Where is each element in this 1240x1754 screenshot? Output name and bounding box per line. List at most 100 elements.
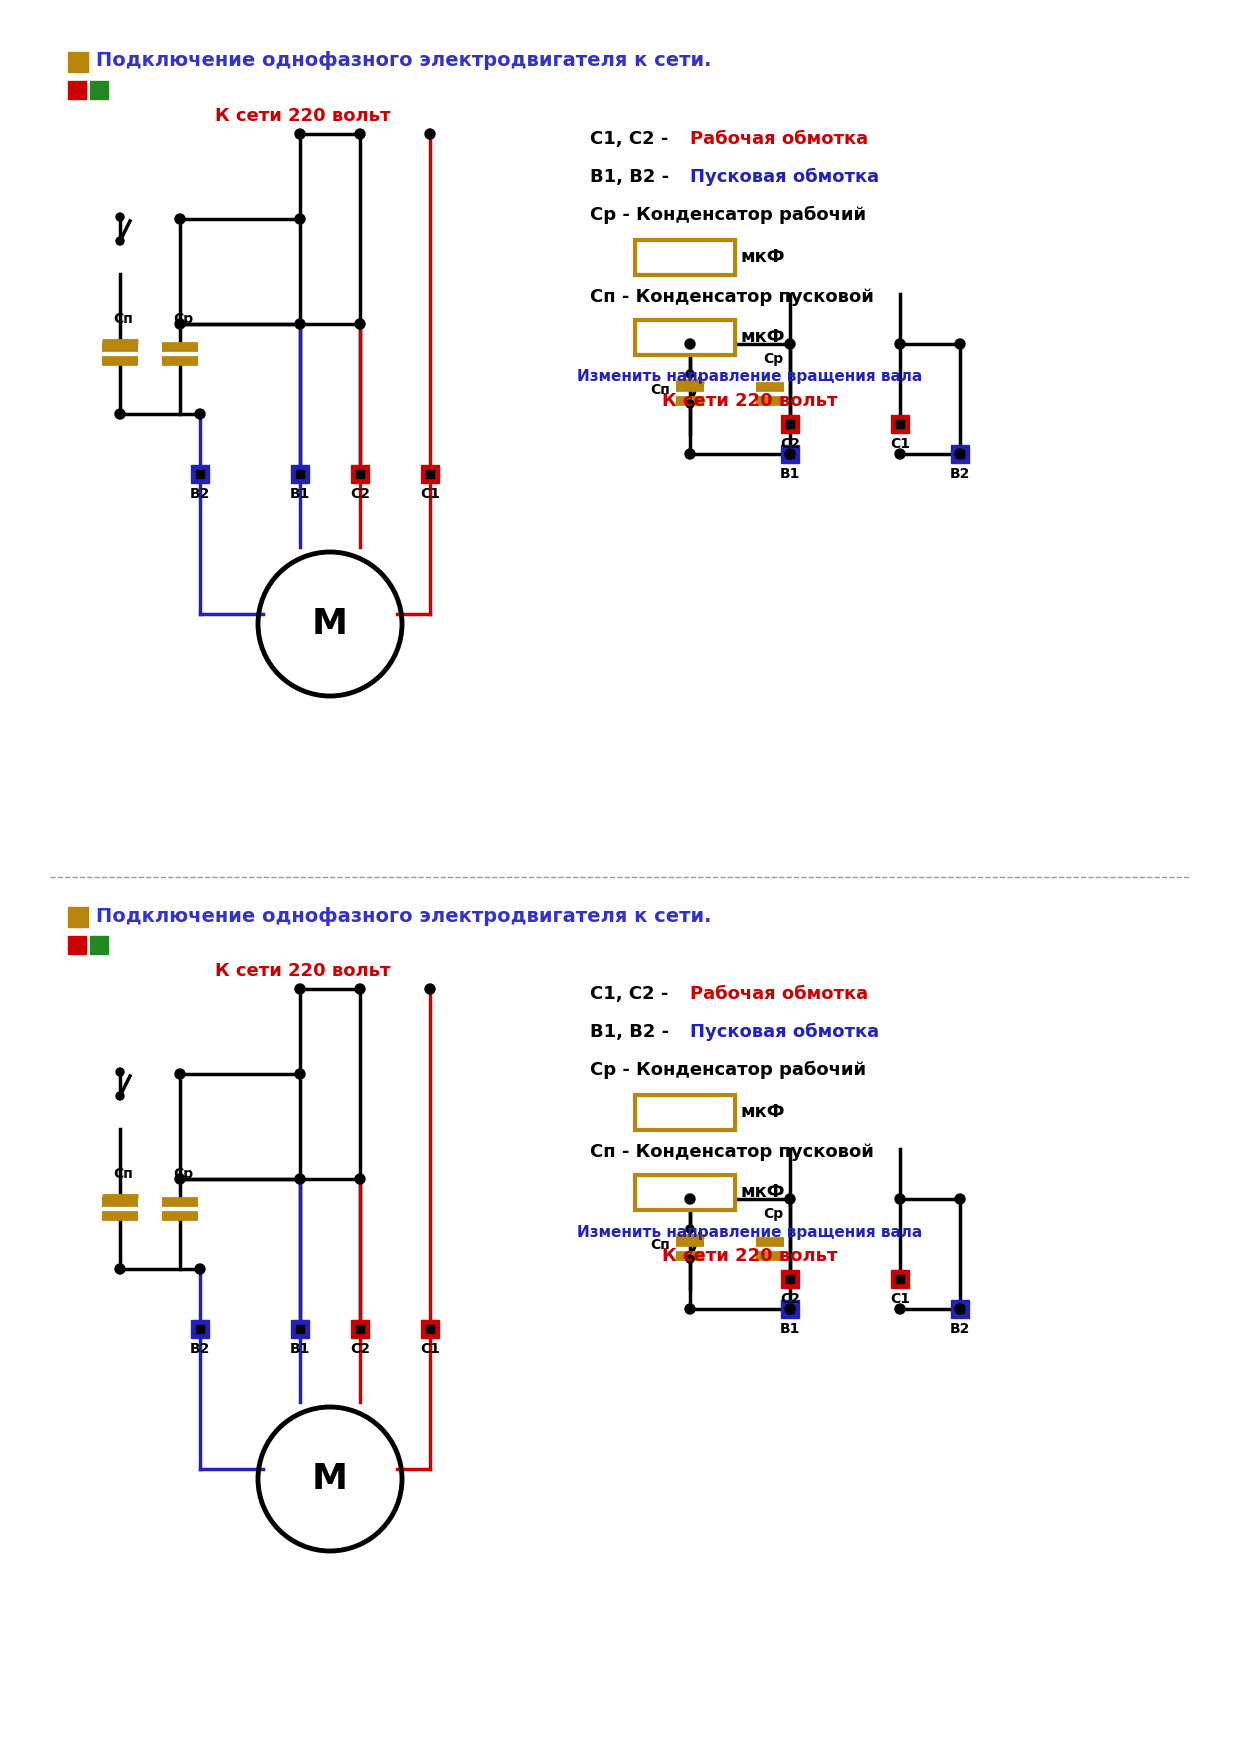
Text: Сп: Сп: [650, 1238, 670, 1252]
Text: С2: С2: [780, 1293, 800, 1307]
Bar: [635, 1175, 735, 1210]
Text: К сети 220 вольт: К сети 220 вольт: [662, 391, 838, 410]
Bar: [951, 446, 968, 463]
Text: мкФ: мкФ: [740, 1182, 785, 1201]
Text: Ср: Ср: [172, 1166, 193, 1180]
Circle shape: [785, 1194, 795, 1203]
Circle shape: [115, 1265, 125, 1273]
Bar: [956, 1305, 963, 1314]
Text: С2: С2: [780, 437, 800, 451]
Text: мкФ: мкФ: [740, 1103, 785, 1121]
Bar: [892, 1270, 909, 1287]
Text: Ср: Ср: [763, 1207, 784, 1221]
Circle shape: [684, 339, 694, 349]
Bar: [91, 81, 108, 98]
Text: Изменить направление вращения вала: Изменить направление вращения вала: [578, 370, 923, 384]
Circle shape: [355, 984, 365, 995]
Text: Ср: Ср: [763, 353, 784, 367]
Circle shape: [895, 1303, 905, 1314]
Bar: [68, 81, 86, 98]
Bar: [296, 1324, 304, 1333]
Circle shape: [785, 339, 795, 349]
Bar: [427, 1324, 434, 1333]
Text: С1: С1: [890, 1293, 910, 1307]
Bar: [191, 465, 210, 482]
Bar: [781, 1270, 799, 1287]
Circle shape: [425, 130, 435, 139]
Text: Рабочая обмотка: Рабочая обмотка: [689, 986, 868, 1003]
Circle shape: [955, 449, 965, 460]
Text: В1: В1: [290, 1342, 310, 1356]
Text: Ср - Конденсатор рабочий: Ср - Конденсатор рабочий: [590, 205, 866, 225]
Bar: [956, 451, 963, 458]
Text: С2: С2: [350, 488, 370, 502]
Text: К сети 220 вольт: К сети 220 вольт: [215, 961, 391, 980]
Circle shape: [175, 1173, 185, 1184]
Text: В1: В1: [780, 467, 800, 481]
Text: Сп: Сп: [650, 382, 670, 396]
Circle shape: [117, 212, 124, 221]
Circle shape: [895, 1194, 905, 1203]
Circle shape: [686, 1224, 694, 1233]
Circle shape: [117, 1093, 124, 1100]
Bar: [356, 1324, 365, 1333]
Bar: [68, 53, 88, 72]
Bar: [356, 470, 365, 479]
Text: Рабочая обмотка: Рабочая обмотка: [689, 130, 868, 147]
Circle shape: [295, 1173, 305, 1184]
Text: Ср - Конденсатор рабочий: Ср - Конденсатор рабочий: [590, 1061, 866, 1079]
Circle shape: [295, 214, 305, 225]
Text: К сети 220 вольт: К сети 220 вольт: [215, 107, 391, 125]
Text: Пусковая обмотка: Пусковая обмотка: [689, 1023, 879, 1042]
Text: М: М: [312, 607, 348, 640]
Bar: [781, 1300, 799, 1317]
Text: М: М: [312, 1463, 348, 1496]
Text: Ср: Ср: [172, 312, 193, 326]
Bar: [892, 416, 909, 433]
Bar: [351, 465, 370, 482]
Text: В1, В2 -: В1, В2 -: [590, 1023, 676, 1042]
Text: Подключение однофазного электродвигателя к сети.: Подключение однофазного электродвигателя…: [95, 907, 712, 926]
Circle shape: [686, 1256, 694, 1263]
Text: В2: В2: [950, 1323, 970, 1337]
Circle shape: [684, 1303, 694, 1314]
Text: В1: В1: [290, 488, 310, 502]
Text: Сп: Сп: [113, 1166, 133, 1180]
Circle shape: [955, 1303, 965, 1314]
Bar: [68, 907, 88, 928]
Bar: [191, 1321, 210, 1338]
Circle shape: [686, 400, 694, 409]
Bar: [196, 1324, 205, 1333]
Text: К сети 220 вольт: К сети 220 вольт: [662, 1247, 838, 1265]
Text: С1, С2 -: С1, С2 -: [590, 130, 675, 147]
Bar: [351, 1321, 370, 1338]
Circle shape: [117, 237, 124, 246]
Circle shape: [195, 409, 205, 419]
Circle shape: [895, 449, 905, 460]
Bar: [786, 419, 794, 428]
Bar: [781, 446, 799, 463]
Bar: [427, 470, 434, 479]
Text: мкФ: мкФ: [740, 247, 785, 267]
Circle shape: [684, 449, 694, 460]
Bar: [786, 1275, 794, 1282]
Text: С1: С1: [420, 488, 440, 502]
Text: Сп: Сп: [113, 312, 133, 326]
Circle shape: [955, 339, 965, 349]
Circle shape: [175, 319, 185, 330]
Text: В2: В2: [190, 1342, 211, 1356]
Circle shape: [686, 370, 694, 379]
Circle shape: [684, 1194, 694, 1203]
Text: мкФ: мкФ: [740, 328, 785, 346]
Bar: [291, 1321, 309, 1338]
Text: Изменить направление вращения вала: Изменить направление вращения вала: [578, 1224, 923, 1240]
Circle shape: [785, 449, 795, 460]
Bar: [635, 319, 735, 354]
Text: Пусковая обмотка: Пусковая обмотка: [689, 168, 879, 186]
Circle shape: [785, 1303, 795, 1314]
Circle shape: [295, 130, 305, 139]
Circle shape: [425, 984, 435, 995]
Bar: [635, 1094, 735, 1130]
Text: Сп - Конденсатор пусковой: Сп - Конденсатор пусковой: [590, 288, 874, 305]
Circle shape: [895, 339, 905, 349]
